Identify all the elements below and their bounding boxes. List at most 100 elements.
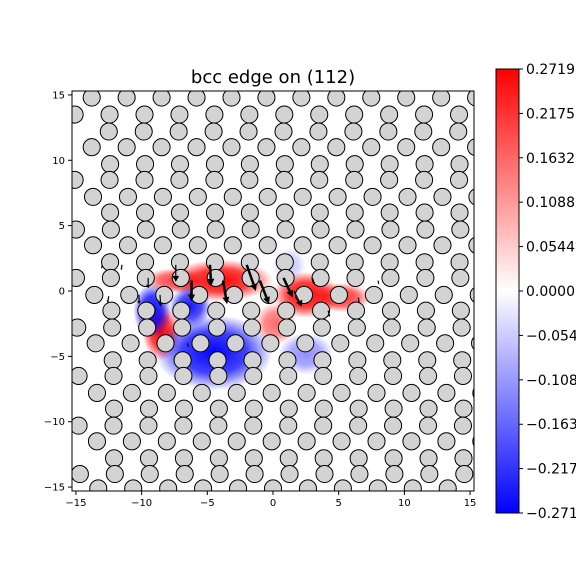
displacement-arrow — [158, 294, 163, 307]
atom — [156, 334, 175, 353]
atom — [468, 188, 474, 206]
atom — [209, 416, 228, 435]
atom — [279, 366, 298, 386]
colorbar-tick-label: −0.2175 — [526, 462, 576, 478]
x-axis: −15 −10 −5 0 5 10 15 — [65, 491, 476, 509]
atom — [118, 187, 138, 206]
colorbar-tick-label: −0.1088 — [526, 373, 576, 389]
atom — [397, 91, 416, 107]
atom — [314, 449, 333, 468]
atom — [152, 91, 171, 107]
colorbar-ticks: 0.2719 0.2175 0.1632 0.1088 0.0544 0.0000 −0.0… — [519, 62, 576, 522]
atom — [402, 432, 421, 451]
atom — [381, 268, 400, 287]
atom — [205, 155, 224, 174]
atom — [136, 155, 155, 174]
atom — [157, 383, 176, 403]
atom — [136, 253, 155, 272]
atom — [310, 203, 329, 222]
atom — [276, 268, 295, 287]
atom — [345, 155, 364, 174]
atom — [433, 236, 452, 255]
y-tick-label: −15 — [44, 483, 65, 494]
atom — [205, 105, 224, 124]
atom — [434, 285, 453, 304]
atom — [367, 383, 386, 403]
atom — [402, 383, 421, 403]
atom — [139, 399, 159, 418]
atom — [362, 91, 381, 107]
atom — [451, 268, 470, 287]
atom — [385, 464, 404, 484]
atom — [82, 91, 101, 107]
atom — [292, 91, 311, 107]
atom — [315, 464, 334, 484]
atom — [209, 399, 228, 418]
atom — [134, 122, 153, 141]
displacement-arrow — [101, 264, 103, 269]
atom — [191, 334, 210, 353]
atom — [72, 318, 87, 337]
atom — [416, 301, 435, 320]
atom — [105, 464, 124, 484]
atom — [381, 220, 400, 239]
atom — [139, 416, 158, 435]
displacement-arrow — [293, 290, 303, 307]
atom — [139, 449, 159, 468]
atom — [297, 432, 316, 451]
atom — [159, 479, 178, 491]
atom — [296, 334, 315, 353]
atom — [207, 301, 226, 320]
atom — [241, 220, 260, 239]
atom — [346, 220, 365, 239]
atom — [121, 334, 140, 353]
atom — [292, 138, 311, 157]
atom — [310, 253, 329, 272]
atom — [311, 268, 330, 287]
atom — [187, 91, 206, 107]
atom — [274, 122, 293, 141]
atom — [244, 449, 263, 468]
displacement-arrow — [146, 277, 151, 289]
atom — [309, 122, 328, 141]
displacement-arrow — [245, 264, 257, 291]
atom — [244, 416, 263, 435]
atom — [136, 203, 155, 222]
atom — [188, 187, 207, 206]
atom — [244, 399, 263, 418]
atom — [381, 301, 401, 320]
displacement-arrows — [101, 264, 380, 348]
atom — [138, 351, 157, 370]
atom — [455, 464, 474, 484]
atom — [279, 416, 298, 435]
displacement-arrow — [377, 280, 380, 285]
atom — [171, 268, 190, 287]
atom — [312, 301, 331, 320]
atom — [364, 285, 383, 304]
atom — [398, 236, 417, 255]
atom — [414, 122, 433, 141]
atom — [294, 285, 314, 304]
displacement-arrow — [327, 310, 331, 318]
atom — [346, 268, 365, 287]
displacement-arrow — [258, 280, 270, 305]
atom — [380, 203, 399, 222]
atom — [72, 464, 89, 484]
atom — [275, 203, 294, 222]
atom — [432, 138, 451, 157]
atom — [451, 301, 470, 320]
atom — [170, 203, 190, 222]
y-tick-label: −5 — [50, 352, 65, 363]
atom — [433, 187, 452, 206]
atom — [208, 351, 227, 370]
x-tick-label: 15 — [464, 498, 477, 509]
atom — [83, 236, 103, 255]
atom — [225, 285, 244, 304]
atom — [416, 268, 435, 287]
atom — [135, 170, 154, 189]
atom — [332, 432, 351, 451]
atom — [349, 449, 368, 468]
atom — [174, 366, 193, 386]
atom — [453, 366, 473, 386]
atom — [312, 318, 331, 337]
